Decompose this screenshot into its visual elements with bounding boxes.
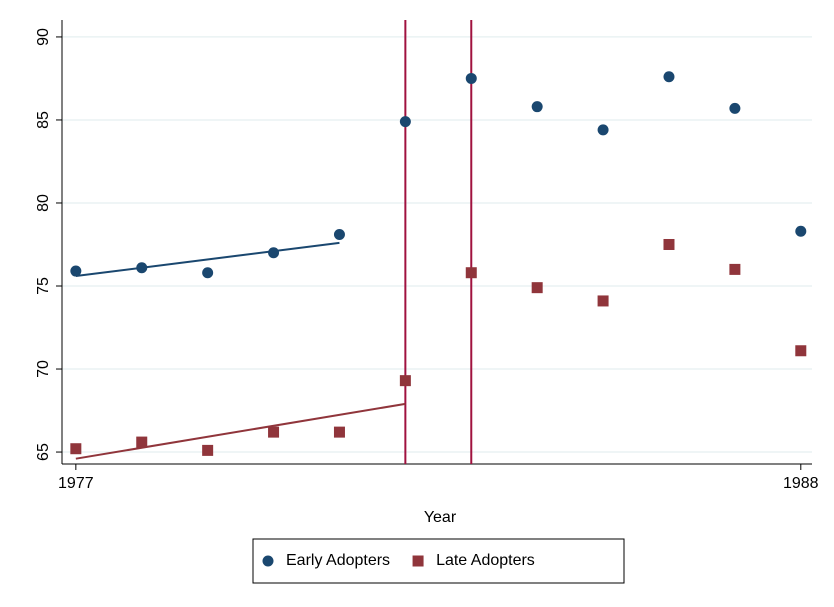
x-axis-label: Year [424, 509, 457, 526]
x-tick-label: 1988 [783, 475, 819, 492]
legend-marker [262, 555, 274, 567]
y-tick-label: 85 [35, 111, 52, 129]
point [663, 71, 675, 83]
y-tick-label: 90 [35, 28, 52, 46]
point [136, 436, 148, 448]
point [202, 444, 214, 456]
plot-area [62, 20, 812, 464]
point [333, 426, 345, 438]
point [795, 225, 807, 237]
legend-label: Late Adopters [436, 552, 535, 569]
point [663, 238, 675, 250]
point [70, 265, 82, 277]
point [531, 282, 543, 294]
point [268, 426, 280, 438]
point [465, 72, 477, 84]
point [333, 229, 345, 241]
point [597, 295, 609, 307]
y-tick-label: 70 [35, 360, 52, 378]
legend-marker [412, 555, 424, 567]
legend-box [252, 538, 625, 584]
point [70, 443, 82, 455]
point [202, 267, 214, 279]
point [729, 102, 741, 114]
y-tick-label: 75 [35, 277, 52, 295]
legend-label: Early Adopters [286, 552, 390, 569]
point [399, 375, 411, 387]
point [597, 124, 609, 136]
point [795, 345, 807, 357]
point [729, 263, 741, 275]
point [136, 262, 148, 274]
y-tick-label: 65 [35, 443, 52, 461]
point [531, 101, 543, 113]
point [399, 116, 411, 128]
point [465, 267, 477, 279]
x-tick-label: 1977 [58, 475, 94, 492]
fit-line [75, 402, 406, 460]
fit-line [75, 241, 340, 278]
point [268, 247, 280, 259]
y-tick-label: 80 [35, 194, 52, 212]
